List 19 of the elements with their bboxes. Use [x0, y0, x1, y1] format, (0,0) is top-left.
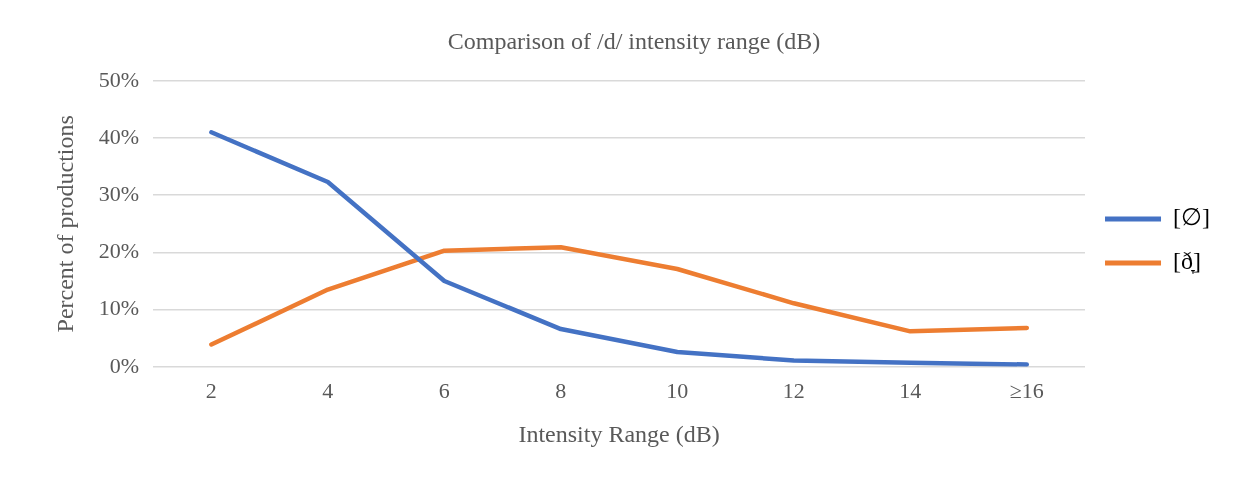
x-tick-label: 14	[899, 377, 922, 403]
y-tick-label: 50%	[98, 66, 140, 92]
x-tick-label: 4	[322, 377, 334, 403]
x-tick-label: 2	[205, 377, 217, 403]
y-tick-label: 20%	[98, 238, 140, 264]
y-axis-title: Percent of productions	[51, 115, 78, 333]
y-tick-label: 0%	[109, 352, 140, 378]
legend-label: [ð̞]	[1173, 248, 1201, 275]
x-tick-label: 6	[438, 377, 450, 403]
y-tick-label: 10%	[98, 295, 140, 321]
y-tick-label: 40%	[98, 123, 140, 149]
x-axis-title: Intensity Range (dB)	[518, 420, 720, 447]
x-tick-label: 10	[666, 377, 689, 403]
x-tick-label: 8	[555, 377, 567, 403]
legend-label: [∅]	[1173, 204, 1210, 231]
x-tick-label: ≥16	[1009, 377, 1044, 403]
chart-title: Comparison of /d/ intensity range (dB)	[447, 27, 821, 54]
x-tick-label: 12	[782, 377, 805, 403]
y-tick-label: 30%	[98, 180, 140, 206]
